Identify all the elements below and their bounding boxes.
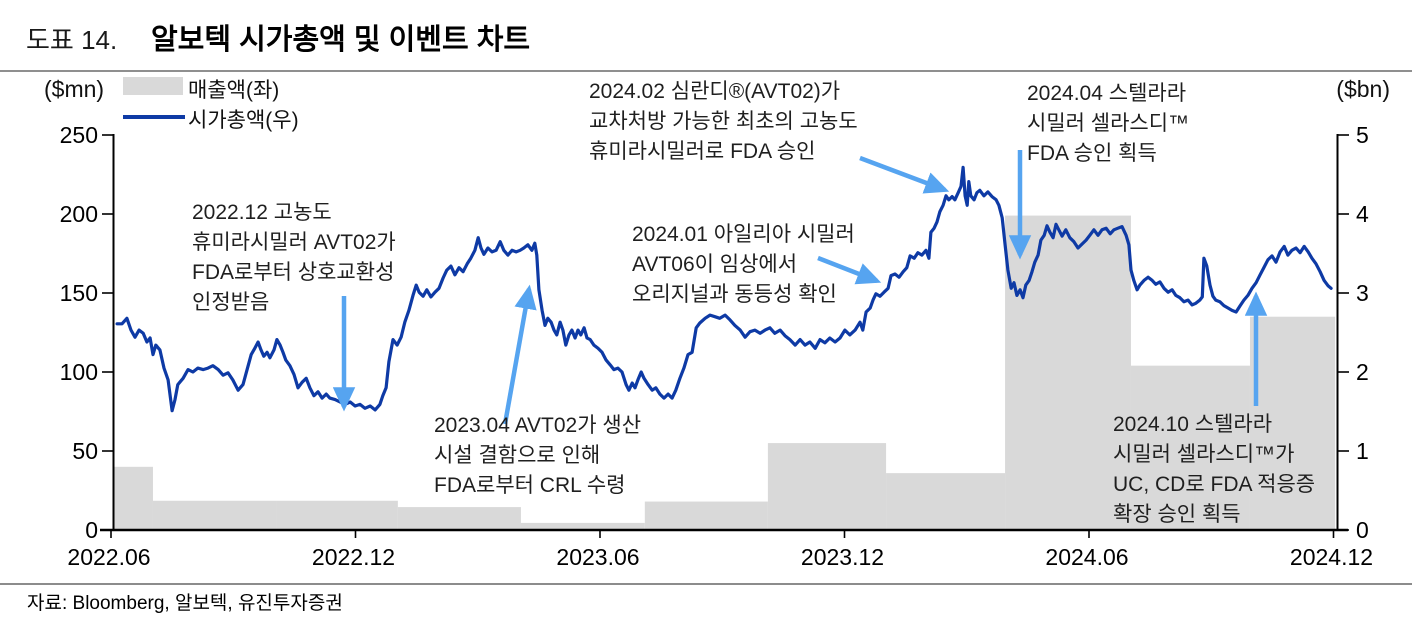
x-axis-tick-2024.12: 2024.12 (1289, 544, 1374, 570)
revenue-bar-2022Q3 (152, 500, 277, 530)
revenue-bar-2024Q3 (1130, 365, 1250, 530)
annotation-2024-01-avt06-equivalence: 2024.01 아일리아 시밀러 AVT06이 임상에서 오리지널과 동등성 확… (632, 223, 855, 306)
annotation-2024-04-selarsdi-approval: 2024.04 스텔라라 시밀러 셀라스디™ FDA 승인 획득 (1027, 82, 1190, 165)
revenue-bar-2023Q3 (644, 501, 768, 530)
right-axis-tick-3: 3 (1356, 280, 1369, 306)
annotation-2024-02-simlandi-approval: 2024.02 심란디®(AVT02)가 교차처방 가능한 최초의 고농도 휴미… (589, 80, 858, 163)
right-axis-unit: ($bn) (1336, 76, 1390, 102)
left-axis-tick-100: 100 (59, 359, 98, 385)
footer-divider (0, 583, 1412, 585)
left-axis-tick-150: 150 (59, 280, 98, 306)
right-axis-tick-2: 2 (1356, 359, 1369, 385)
left-axis-tick-250: 250 (59, 122, 98, 148)
right-axis-tick-1: 1 (1356, 438, 1369, 464)
event-arrow-2024.01 (817, 255, 882, 285)
revenue-bar-2022Q4 (276, 500, 398, 530)
title-divider (0, 70, 1412, 72)
legend-bar-label: 매출액(좌) (188, 79, 280, 102)
axes (100, 134, 1349, 538)
revenue-bar-2023Q1 (397, 507, 521, 530)
x-axis-tick-2023.12: 2023.12 (800, 544, 885, 570)
revenue-bar-2024Q1 (886, 473, 1006, 530)
legend-bar-swatch (123, 77, 183, 95)
right-axis-tick-5: 5 (1356, 122, 1369, 148)
legend-line-label: 시가총액(우) (188, 109, 299, 132)
revenue-bars (113, 215, 1336, 530)
event-arrow-2024.02 (859, 155, 950, 194)
x-axis-tick-2022.12: 2022.12 (311, 544, 396, 570)
left-axis-tick-50: 50 (72, 438, 98, 464)
page-title: 알보텍 시가총액 및 이벤트 차트 (151, 24, 531, 56)
x-axis-tick-2022.06: 2022.06 (67, 544, 151, 570)
revenue-bar-2022Q2(6월) (113, 466, 153, 530)
event-arrows (332, 150, 1268, 425)
annotation-2023-04-crl: 2023.04 AVT02가 생산 시설 결함으로 인해 FDA로부터 CRL … (434, 414, 642, 497)
exhibit-number: 도표 14. (26, 25, 118, 55)
legend-line-swatch (123, 115, 185, 119)
x-axis-tick-2024.06: 2024.06 (1045, 544, 1129, 570)
revenue-bar-2024Q4 (1249, 316, 1336, 530)
revenue-bar-2024Q2 (1005, 215, 1131, 530)
revenue-bar-2023Q4 (767, 443, 887, 530)
market-cap-line (115, 165, 1333, 413)
right-axis-tick-4: 4 (1356, 201, 1369, 227)
revenue-bar-2023Q2 (520, 522, 645, 530)
left-axis-tick-0: 0 (85, 517, 98, 543)
annotation-2024-10-selarsdi-expansion: 2024.10 스텔라라 시밀러 셀라스디™가 UC, CD로 FDA 적응증 … (1113, 413, 1316, 526)
annotation-2022-12-interchangeability: 2022.12 고농도 휴미라시밀러 AVT02가 FDA로부터 상호교환성 인… (192, 201, 396, 314)
source-note: 자료: Bloomberg, 알보텍, 유진투자증권 (27, 593, 343, 614)
x-axis-tick-2023.06: 2023.06 (556, 544, 640, 570)
left-axis-tick-200: 200 (59, 201, 98, 227)
right-axis-tick-0: 0 (1356, 517, 1369, 543)
event-arrow-2023.04 (502, 284, 537, 425)
left-axis-unit: ($mn) (44, 76, 105, 102)
